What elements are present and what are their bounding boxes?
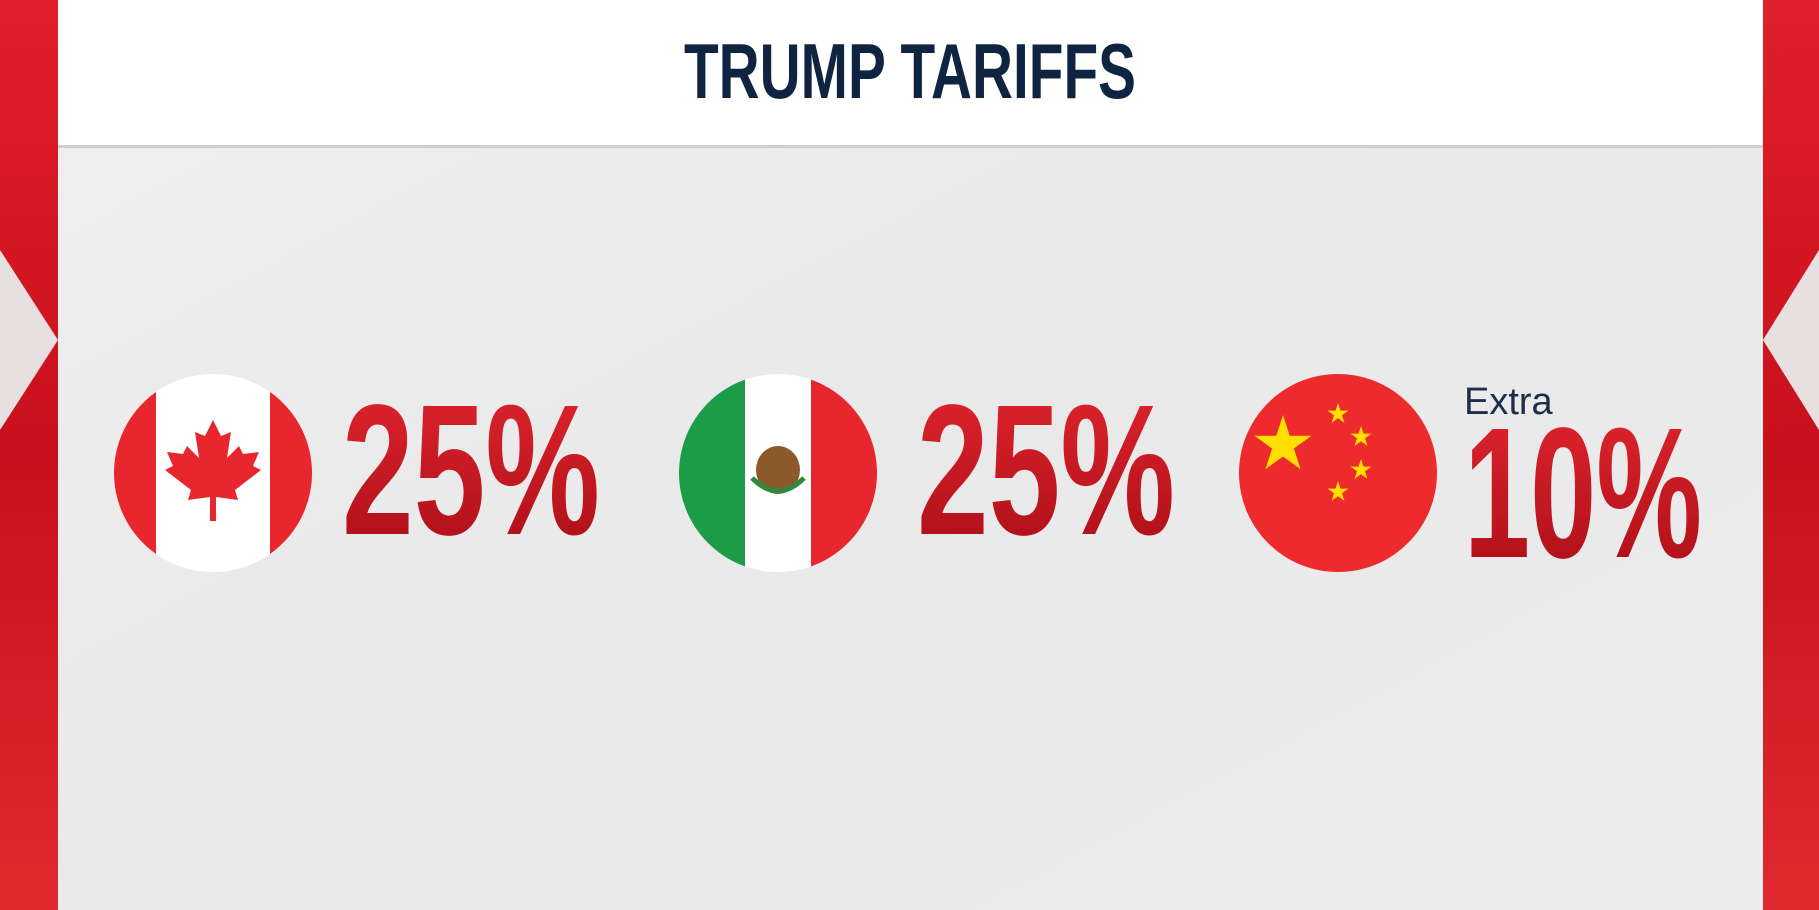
mexico-flag <box>679 374 877 572</box>
china-flag <box>1239 374 1437 572</box>
header-divider <box>58 145 1763 148</box>
canada-flag <box>114 374 312 572</box>
tariff-rate: 25% <box>342 367 600 574</box>
header-band <box>58 0 1763 145</box>
tariff-rate: 25% <box>917 367 1175 574</box>
side-decoration <box>1763 250 1819 430</box>
tariff-rate: 10% <box>1464 390 1702 597</box>
title: TRUMP TARIFFS <box>684 27 1136 115</box>
panel <box>58 0 1763 910</box>
side-decoration <box>0 250 58 430</box>
tariff-note: Extra <box>1464 381 1554 423</box>
